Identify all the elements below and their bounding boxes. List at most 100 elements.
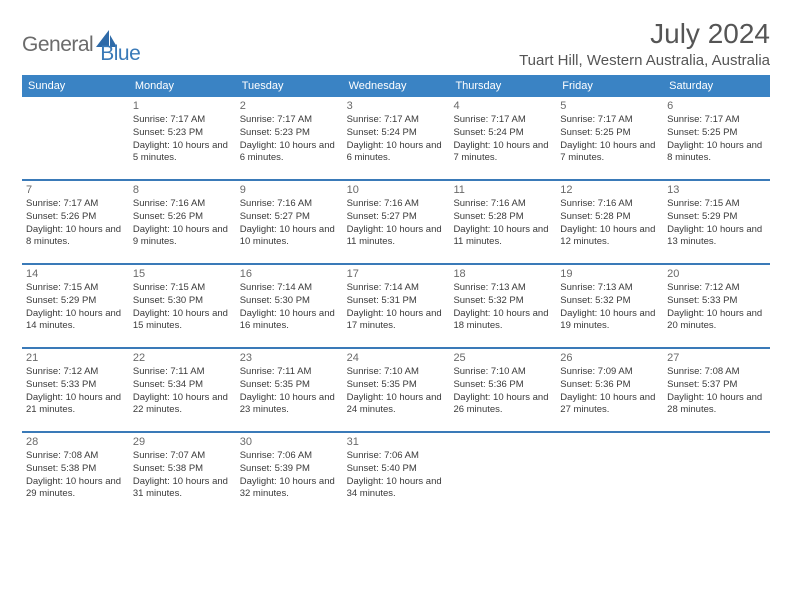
day-number: 15 xyxy=(133,268,232,280)
daylight-text: Daylight: 10 hours and 8 minutes. xyxy=(26,224,125,250)
daylight-text: Daylight: 10 hours and 15 minutes. xyxy=(133,308,232,334)
day-number: 14 xyxy=(26,268,125,280)
day-info: Sunrise: 7:17 AMSunset: 5:24 PMDaylight:… xyxy=(453,114,552,165)
daylight-text: Daylight: 10 hours and 27 minutes. xyxy=(560,392,659,418)
day-cell: 7Sunrise: 7:17 AMSunset: 5:26 PMDaylight… xyxy=(22,181,129,263)
day-info: Sunrise: 7:11 AMSunset: 5:34 PMDaylight:… xyxy=(133,366,232,417)
daylight-text: Daylight: 10 hours and 6 minutes. xyxy=(347,140,446,166)
day-info: Sunrise: 7:16 AMSunset: 5:26 PMDaylight:… xyxy=(133,198,232,249)
daylight-text: Daylight: 10 hours and 12 minutes. xyxy=(560,224,659,250)
day-cell: 31Sunrise: 7:06 AMSunset: 5:40 PMDayligh… xyxy=(343,433,450,515)
sunrise-text: Sunrise: 7:14 AM xyxy=(347,282,446,295)
weekday-header: Thursday xyxy=(449,75,556,97)
sunrise-text: Sunrise: 7:15 AM xyxy=(26,282,125,295)
sunset-text: Sunset: 5:32 PM xyxy=(453,295,552,308)
day-cell: 6Sunrise: 7:17 AMSunset: 5:25 PMDaylight… xyxy=(663,97,770,179)
sunset-text: Sunset: 5:32 PM xyxy=(560,295,659,308)
day-info: Sunrise: 7:10 AMSunset: 5:36 PMDaylight:… xyxy=(453,366,552,417)
sunset-text: Sunset: 5:38 PM xyxy=(133,463,232,476)
day-number: 12 xyxy=(560,184,659,196)
day-number: 9 xyxy=(240,184,339,196)
daylight-text: Daylight: 10 hours and 21 minutes. xyxy=(26,392,125,418)
day-info: Sunrise: 7:16 AMSunset: 5:27 PMDaylight:… xyxy=(347,198,446,249)
day-number: 11 xyxy=(453,184,552,196)
sunset-text: Sunset: 5:33 PM xyxy=(26,379,125,392)
day-info: Sunrise: 7:13 AMSunset: 5:32 PMDaylight:… xyxy=(453,282,552,333)
week-row: 14Sunrise: 7:15 AMSunset: 5:29 PMDayligh… xyxy=(22,265,770,349)
day-info: Sunrise: 7:15 AMSunset: 5:29 PMDaylight:… xyxy=(667,198,766,249)
day-cell xyxy=(556,433,663,515)
logo-text-blue: Blue xyxy=(100,42,140,66)
daylight-text: Daylight: 10 hours and 17 minutes. xyxy=(347,308,446,334)
weekday-header: Wednesday xyxy=(343,75,450,97)
sunrise-text: Sunrise: 7:07 AM xyxy=(133,450,232,463)
weekday-header: Sunday xyxy=(22,75,129,97)
daylight-text: Daylight: 10 hours and 5 minutes. xyxy=(133,140,232,166)
sunset-text: Sunset: 5:34 PM xyxy=(133,379,232,392)
day-number: 26 xyxy=(560,352,659,364)
sunset-text: Sunset: 5:27 PM xyxy=(240,211,339,224)
sunset-text: Sunset: 5:23 PM xyxy=(240,127,339,140)
day-info: Sunrise: 7:16 AMSunset: 5:28 PMDaylight:… xyxy=(453,198,552,249)
calendar: Sunday Monday Tuesday Wednesday Thursday… xyxy=(22,75,770,515)
day-cell: 27Sunrise: 7:08 AMSunset: 5:37 PMDayligh… xyxy=(663,349,770,431)
daylight-text: Daylight: 10 hours and 20 minutes. xyxy=(667,308,766,334)
sunrise-text: Sunrise: 7:17 AM xyxy=(26,198,125,211)
day-number: 31 xyxy=(347,436,446,448)
location: Tuart Hill, Western Australia, Australia xyxy=(519,52,770,69)
day-number: 18 xyxy=(453,268,552,280)
sunrise-text: Sunrise: 7:17 AM xyxy=(240,114,339,127)
weekday-header: Friday xyxy=(556,75,663,97)
day-info: Sunrise: 7:17 AMSunset: 5:23 PMDaylight:… xyxy=(240,114,339,165)
sunrise-text: Sunrise: 7:16 AM xyxy=(347,198,446,211)
month-title: July 2024 xyxy=(519,18,770,50)
sunrise-text: Sunrise: 7:17 AM xyxy=(560,114,659,127)
day-cell xyxy=(449,433,556,515)
week-row: 28 Sunrise: 7:08 AMSunset: 5:38 PMDayligh… xyxy=(22,433,770,515)
day-number: 23 xyxy=(240,352,339,364)
day-info: Sunrise: 7:15 AMSunset: 5:30 PMDaylight:… xyxy=(133,282,232,333)
day-number: 5 xyxy=(560,100,659,112)
day-cell: 10Sunrise: 7:16 AMSunset: 5:27 PMDayligh… xyxy=(343,181,450,263)
day-info: Sunrise: 7:12 AMSunset: 5:33 PMDaylight:… xyxy=(667,282,766,333)
day-cell: 13Sunrise: 7:15 AMSunset: 5:29 PMDayligh… xyxy=(663,181,770,263)
day-info: Sunrise: 7:08 AMSunset: 5:38 PMDaylight:… xyxy=(26,450,125,501)
sunrise-text: Sunrise: 7:10 AM xyxy=(347,366,446,379)
sunset-text: Sunset: 5:29 PM xyxy=(667,211,766,224)
logo: General Blue xyxy=(22,24,140,66)
day-cell: 16Sunrise: 7:14 AMSunset: 5:30 PMDayligh… xyxy=(236,265,343,347)
day-info: Sunrise: 7:07 AMSunset: 5:38 PMDaylight:… xyxy=(133,450,232,501)
sunrise-text: Sunrise: 7:10 AM xyxy=(453,366,552,379)
day-cell: 20Sunrise: 7:12 AMSunset: 5:33 PMDayligh… xyxy=(663,265,770,347)
daylight-text: Daylight: 10 hours and 22 minutes. xyxy=(133,392,232,418)
sunrise-text: Sunrise: 7:17 AM xyxy=(453,114,552,127)
sunrise-text: Sunrise: 7:09 AM xyxy=(560,366,659,379)
daylight-text: Daylight: 10 hours and 28 minutes. xyxy=(667,392,766,418)
day-number: 16 xyxy=(240,268,339,280)
day-cell: 14 Sunrise: 7:15 AMSunset: 5:29 PMDayligh… xyxy=(22,265,129,347)
day-info: Sunrise: 7:15 AMSunset: 5:29 PMDaylight:… xyxy=(26,282,125,333)
sunset-text: Sunset: 5:40 PM xyxy=(347,463,446,476)
day-cell: 29Sunrise: 7:07 AMSunset: 5:38 PMDayligh… xyxy=(129,433,236,515)
daylight-text: Daylight: 10 hours and 9 minutes. xyxy=(133,224,232,250)
day-number: 3 xyxy=(347,100,446,112)
sunset-text: Sunset: 5:38 PM xyxy=(26,463,125,476)
day-info: Sunrise: 7:09 AMSunset: 5:36 PMDaylight:… xyxy=(560,366,659,417)
day-info: Sunrise: 7:16 AMSunset: 5:27 PMDaylight:… xyxy=(240,198,339,249)
daylight-text: Daylight: 10 hours and 19 minutes. xyxy=(560,308,659,334)
sunset-text: Sunset: 5:30 PM xyxy=(240,295,339,308)
day-cell: 17Sunrise: 7:14 AMSunset: 5:31 PMDayligh… xyxy=(343,265,450,347)
day-cell: 26 Sunrise: 7:09 AMSunset: 5:36 PMDayligh… xyxy=(556,349,663,431)
day-number: 24 xyxy=(347,352,446,364)
daylight-text: Daylight: 10 hours and 6 minutes. xyxy=(240,140,339,166)
day-cell: 15 Sunrise: 7:15 AMSunset: 5:30 PMDayligh… xyxy=(129,265,236,347)
sunrise-text: Sunrise: 7:11 AM xyxy=(240,366,339,379)
daylight-text: Daylight: 10 hours and 8 minutes. xyxy=(667,140,766,166)
day-number: 28 xyxy=(26,436,125,448)
logo-text-general: General xyxy=(22,33,93,57)
sunrise-text: Sunrise: 7:15 AM xyxy=(133,282,232,295)
sunset-text: Sunset: 5:29 PM xyxy=(26,295,125,308)
sunrise-text: Sunrise: 7:16 AM xyxy=(240,198,339,211)
sunset-text: Sunset: 5:24 PM xyxy=(347,127,446,140)
day-cell: 28 Sunrise: 7:08 AMSunset: 5:38 PMDayligh… xyxy=(22,433,129,515)
